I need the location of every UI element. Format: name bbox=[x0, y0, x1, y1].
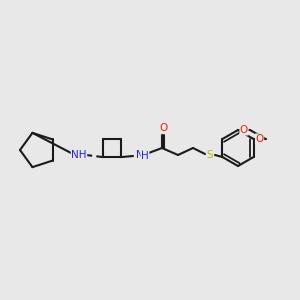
Text: NH: NH bbox=[71, 150, 87, 160]
Text: O: O bbox=[159, 123, 167, 133]
Text: O: O bbox=[240, 125, 248, 135]
Text: N: N bbox=[136, 150, 144, 160]
Text: S: S bbox=[207, 150, 213, 160]
Text: O: O bbox=[256, 134, 264, 144]
Text: H: H bbox=[141, 151, 149, 161]
